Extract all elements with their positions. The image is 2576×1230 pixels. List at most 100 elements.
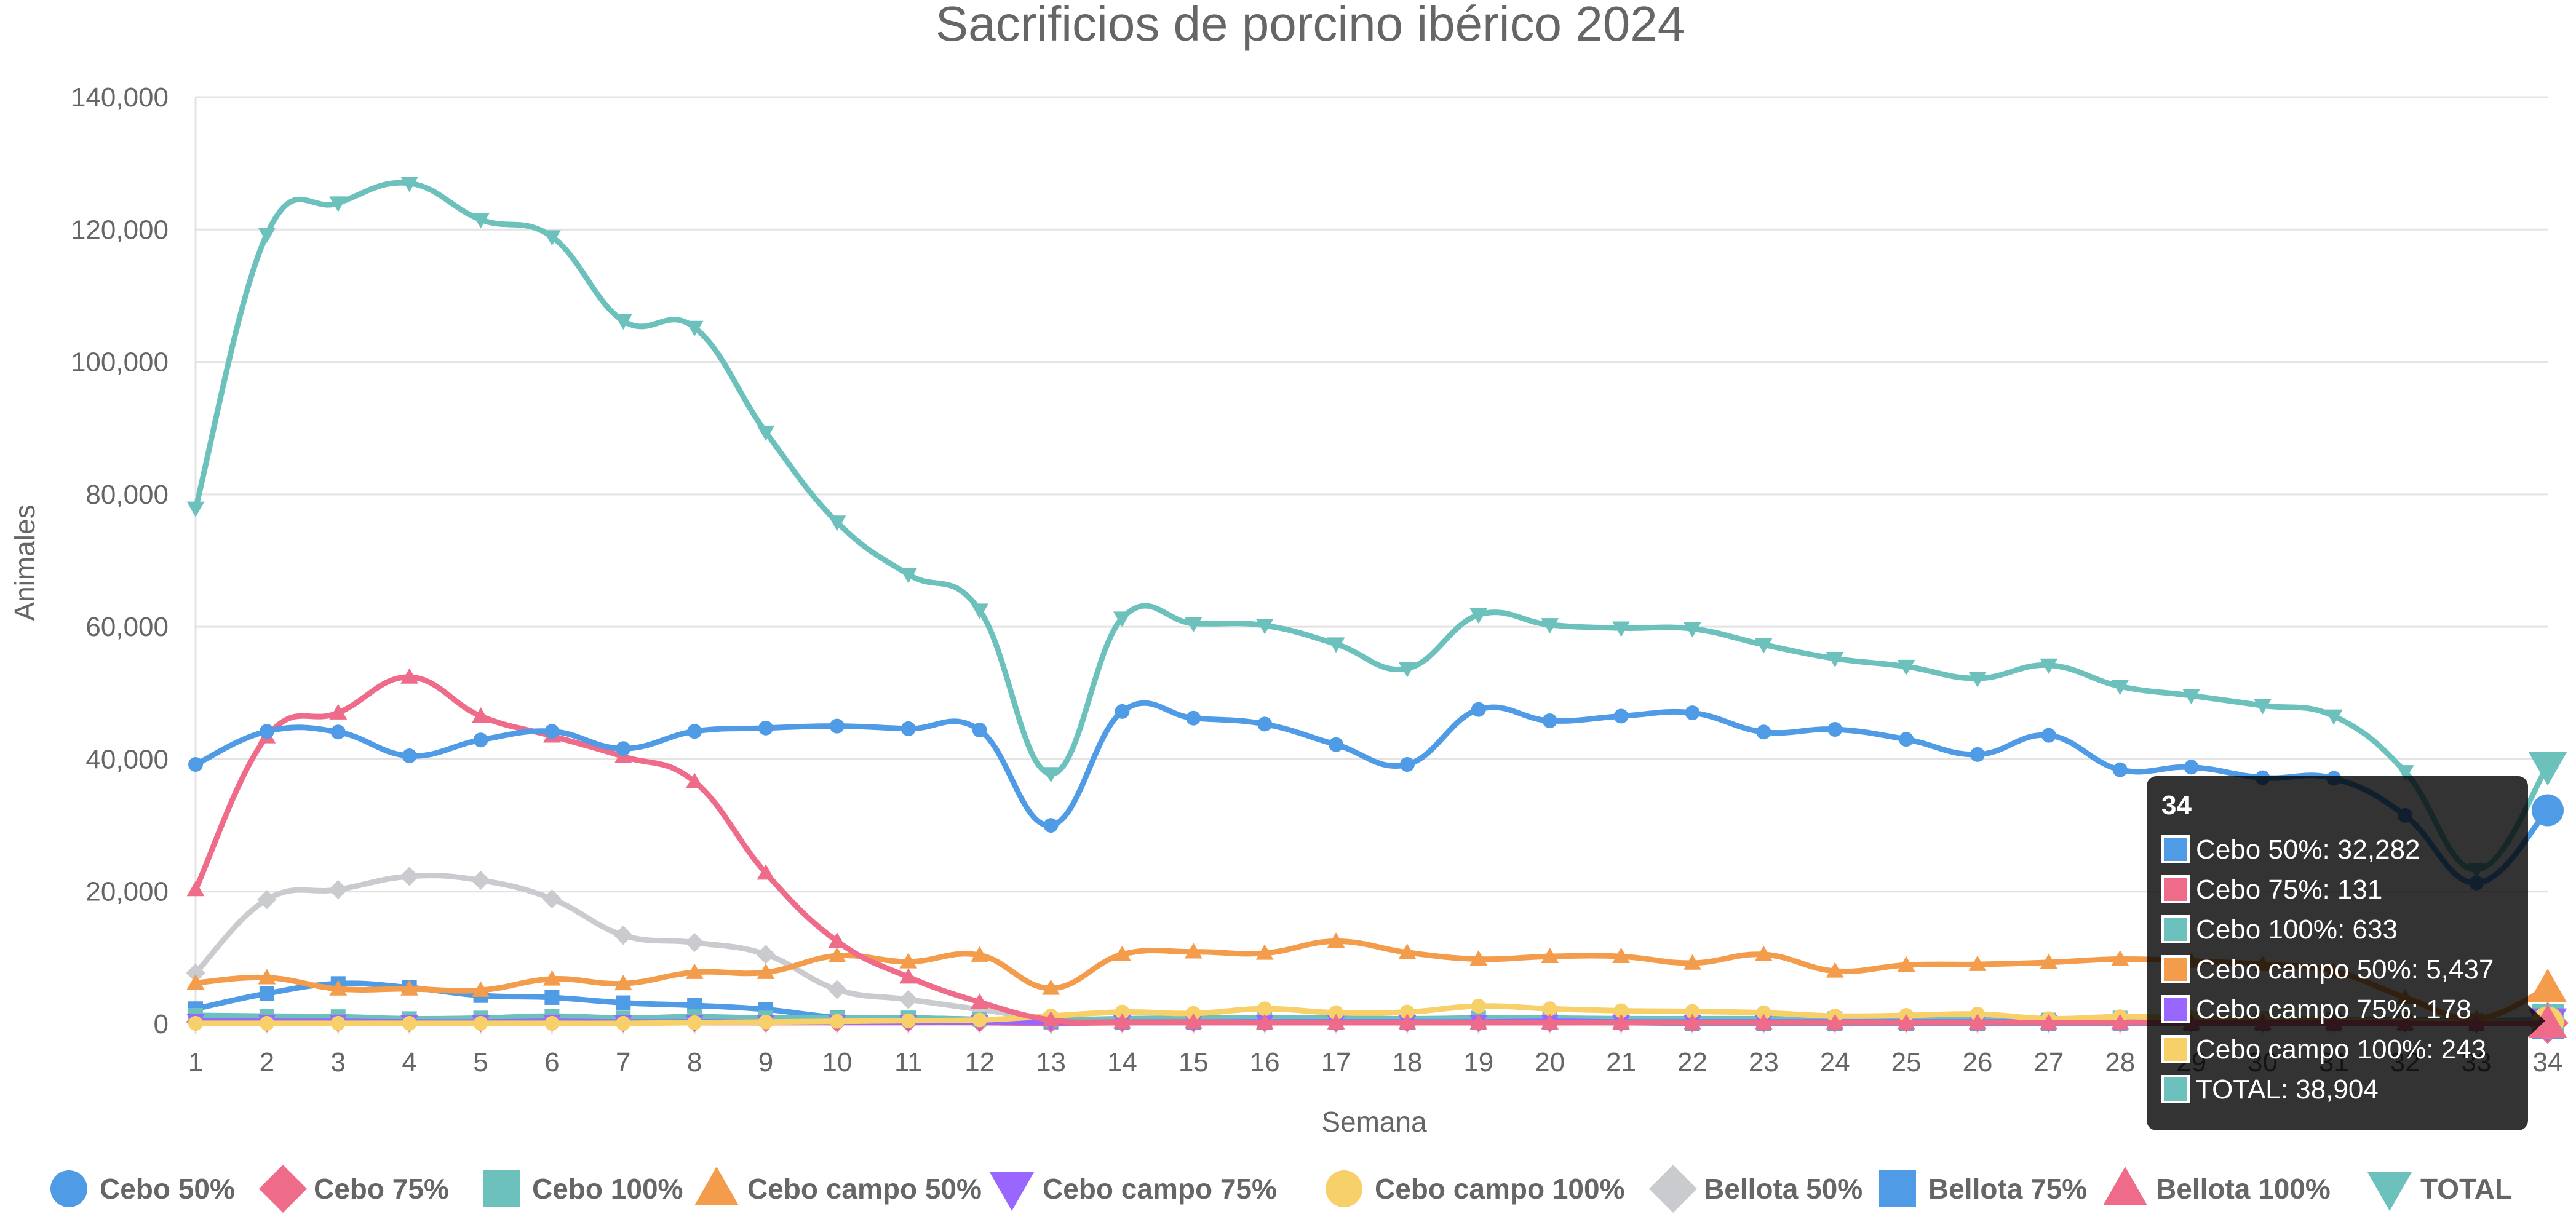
data-point — [1113, 611, 1131, 627]
data-point — [400, 867, 419, 886]
data-point — [758, 720, 774, 736]
data-point — [2040, 953, 2058, 969]
data-point — [1968, 672, 1987, 688]
legend-item[interactable]: TOTAL — [2367, 1172, 2512, 1211]
series-line — [193, 674, 2548, 1026]
data-point — [1685, 1004, 1700, 1019]
legend-item[interactable]: Bellota 100% — [2103, 1167, 2331, 1205]
data-point — [1184, 1013, 1203, 1029]
data-point — [473, 1015, 488, 1031]
legend-item[interactable]: Bellota 50% — [1649, 1165, 1862, 1213]
tooltip-line: TOTAL: 38,904 — [2196, 1074, 2379, 1105]
legend-item[interactable]: Cebo 75% — [259, 1165, 449, 1213]
data-point — [472, 981, 490, 997]
data-point — [1184, 616, 1203, 633]
x-tick-label: 20 — [1535, 1047, 1565, 1077]
data-point — [1826, 1014, 1844, 1030]
data-point — [2040, 658, 2058, 674]
data-point — [1255, 1014, 1274, 1030]
data-point — [900, 721, 916, 736]
data-point — [1471, 998, 1486, 1014]
legend-item[interactable]: Cebo campo 50% — [694, 1167, 982, 1205]
legend-marker — [1649, 1165, 1697, 1213]
data-point — [1897, 1014, 1915, 1030]
data-point — [616, 741, 631, 756]
series-total — [186, 177, 2567, 879]
legend-marker — [1326, 1170, 1362, 1207]
legend-item[interactable]: Cebo campo 75% — [990, 1172, 1277, 1211]
data-point — [687, 1015, 702, 1030]
data-point — [1685, 705, 1700, 721]
x-tick-label: 15 — [1179, 1047, 1209, 1077]
tooltip-swatch — [2161, 915, 2190, 943]
tooltip-swatch — [2161, 995, 2190, 1023]
legend-item[interactable]: Bellota 75% — [1879, 1170, 2087, 1207]
data-point — [1612, 621, 1630, 637]
data-point — [473, 732, 488, 748]
data-point — [2182, 689, 2201, 705]
data-point — [1327, 932, 1345, 948]
data-point — [2041, 728, 2056, 743]
data-point — [1471, 702, 1486, 717]
data-point — [258, 969, 276, 985]
data-point — [1113, 1013, 1131, 1029]
data-point — [1897, 659, 1915, 676]
data-point — [614, 974, 632, 991]
data-point — [186, 974, 205, 990]
x-tick-label: 34 — [2533, 1047, 2563, 1077]
data-point — [259, 724, 274, 739]
x-tick-label: 22 — [1677, 1047, 1707, 1077]
legend-item[interactable]: Cebo campo 100% — [1326, 1170, 1624, 1207]
data-point — [2111, 950, 2129, 966]
data-point — [186, 501, 205, 517]
legend-marker — [2367, 1172, 2412, 1211]
data-point — [2324, 709, 2343, 725]
tooltip-line: Cebo 50%: 32,282 — [2196, 835, 2420, 865]
data-point — [1469, 1014, 1488, 1030]
data-point — [2111, 680, 2129, 696]
data-point — [899, 953, 918, 969]
legend-marker — [259, 1165, 307, 1213]
data-point — [899, 990, 918, 1009]
data-point — [472, 213, 490, 229]
x-tick-label: 12 — [964, 1047, 995, 1077]
data-point — [400, 980, 419, 996]
x-tick-label: 2 — [260, 1047, 274, 1077]
data-point — [1968, 955, 1987, 971]
data-point — [258, 228, 276, 244]
data-point — [544, 990, 560, 1005]
x-tick-label: 4 — [402, 1047, 416, 1077]
data-point — [543, 230, 561, 246]
tooltip-box — [2147, 776, 2528, 1130]
y-tick-label: 60,000 — [85, 612, 169, 642]
data-point — [1469, 608, 1488, 624]
legend[interactable]: Cebo 50% Cebo 75% Cebo 100% Cebo campo 50% C… — [50, 1165, 2512, 1213]
tooltip-line: Cebo 100%: 633 — [2196, 915, 2398, 945]
data-point — [1257, 716, 1273, 732]
data-point — [757, 864, 775, 880]
data-point — [1399, 757, 1415, 772]
data-point — [972, 1012, 987, 1028]
data-point — [899, 568, 918, 584]
x-tick-label: 13 — [1036, 1047, 1066, 1077]
x-tick-label: 7 — [616, 1047, 630, 1077]
tooltip-line: Cebo 75%: 131 — [2196, 875, 2382, 905]
data-point — [188, 1015, 203, 1031]
legend-item[interactable]: Cebo 50% — [50, 1170, 235, 1207]
data-point — [1899, 732, 1914, 747]
data-point — [400, 668, 419, 684]
data-point — [1115, 1004, 1130, 1020]
tooltip-line: Cebo campo 50%: 5,437 — [2196, 954, 2494, 985]
data-point — [1327, 637, 1345, 653]
data-point — [543, 970, 561, 986]
legend-item[interactable]: Cebo 100% — [483, 1170, 683, 1207]
data-point — [400, 177, 419, 192]
data-point — [471, 870, 491, 891]
data-point — [186, 963, 205, 983]
tooltip-caret — [2528, 1005, 2545, 1037]
legend-marker — [2103, 1167, 2147, 1205]
x-tick-label: 6 — [544, 1047, 559, 1077]
data-point — [1398, 943, 1417, 959]
